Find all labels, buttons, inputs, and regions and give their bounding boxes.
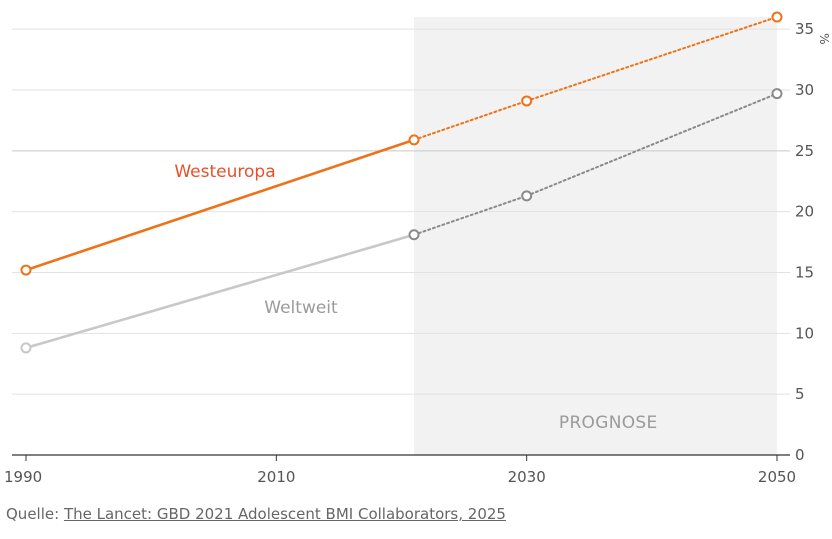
data-point (20, 264, 32, 276)
data-point (521, 190, 533, 202)
y-tick-label: 25 (795, 142, 814, 160)
y-tick-label: 35 (795, 20, 814, 38)
data-point (771, 88, 783, 100)
y-tick-label: 5 (795, 385, 805, 403)
series-projection-segment (413, 194, 528, 236)
y-tick-label: 20 (795, 203, 814, 221)
series-layer: Westeuropa Weltweit (20, 11, 783, 354)
forecast-region (414, 17, 777, 455)
source-note: Quelle: The Lancet: GBD 2021 Adolescent … (6, 505, 506, 523)
line-chart: 1990 2010 2030 2050 0 5 10 15 20 25 30 35% PROGNOS… (4, 11, 831, 486)
y-tick-label: 30 (795, 81, 814, 99)
series-label: Weltweit (264, 298, 338, 318)
forecast-label: PROGNOSE (559, 413, 658, 433)
y-tick-label: 15 (795, 264, 814, 282)
series-label: Westeuropa (174, 162, 275, 182)
series-projection-segment (525, 16, 778, 102)
x-axis: 1990 2010 2030 2050 (4, 455, 796, 486)
data-point (408, 229, 420, 241)
data-point (521, 95, 533, 107)
x-tick-label: 2050 (758, 468, 796, 486)
x-tick-label: 2010 (257, 468, 295, 486)
y-tick-label: 0 (795, 446, 805, 464)
series-line-segment (24, 233, 416, 350)
x-tick-label: 2030 (508, 468, 546, 486)
data-point (20, 342, 32, 354)
series-projection-segment (525, 92, 778, 197)
y-tick-label: 10 (795, 324, 814, 342)
y-unit-label: % (817, 33, 831, 44)
y-axis: 0 5 10 15 20 25 30 35% (795, 20, 831, 464)
source-link[interactable]: The Lancet: GBD 2021 Adolescent BMI Coll… (63, 505, 506, 523)
x-tick-label: 1990 (4, 468, 42, 486)
source-prefix: Quelle: (6, 505, 64, 523)
data-point (408, 134, 420, 146)
series-projection-segment (413, 99, 528, 141)
gridlines (12, 28, 790, 456)
series-line-segment (24, 138, 416, 272)
data-point (771, 11, 783, 23)
